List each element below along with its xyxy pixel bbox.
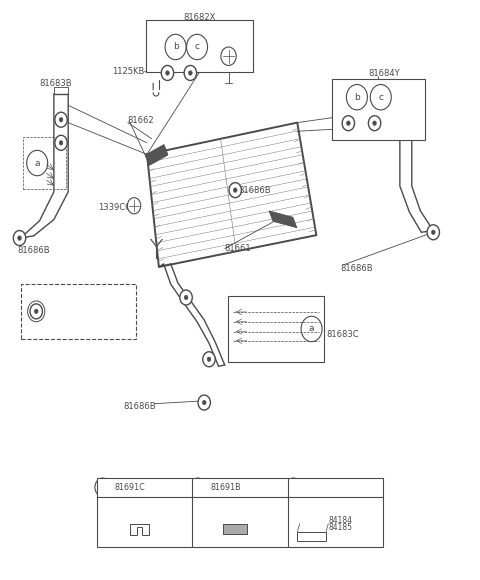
Text: 81682X: 81682X bbox=[183, 13, 216, 22]
Text: 81686B: 81686B bbox=[340, 264, 373, 273]
Text: 1076AM: 1076AM bbox=[49, 309, 80, 318]
Circle shape bbox=[166, 71, 169, 75]
Bar bbox=[297, 532, 326, 541]
Text: 81661: 81661 bbox=[225, 244, 252, 253]
Circle shape bbox=[55, 135, 67, 150]
Circle shape bbox=[55, 112, 67, 127]
Text: 81686B: 81686B bbox=[123, 402, 156, 411]
Bar bbox=[97, 477, 383, 547]
Bar bbox=[146, 20, 253, 72]
Circle shape bbox=[233, 188, 237, 193]
Circle shape bbox=[34, 309, 38, 314]
Circle shape bbox=[184, 66, 197, 81]
Text: b: b bbox=[173, 42, 179, 52]
Circle shape bbox=[59, 117, 63, 122]
Polygon shape bbox=[145, 144, 168, 165]
Text: 84142: 84142 bbox=[49, 317, 73, 326]
Text: 1125KB: 1125KB bbox=[112, 67, 144, 77]
Text: c: c bbox=[378, 93, 384, 101]
Text: c: c bbox=[194, 42, 200, 52]
Text: 81686B: 81686B bbox=[18, 246, 50, 255]
Bar bbox=[22, 284, 136, 339]
Circle shape bbox=[30, 304, 42, 319]
Polygon shape bbox=[269, 211, 297, 228]
Circle shape bbox=[207, 357, 211, 361]
Circle shape bbox=[372, 121, 376, 125]
Circle shape bbox=[161, 66, 174, 81]
Text: 81686B: 81686B bbox=[239, 186, 271, 195]
Circle shape bbox=[427, 225, 440, 240]
Text: a: a bbox=[309, 324, 314, 334]
Circle shape bbox=[203, 351, 215, 367]
Circle shape bbox=[127, 198, 141, 214]
Text: 84184: 84184 bbox=[328, 516, 352, 525]
Text: 81691B: 81691B bbox=[210, 483, 241, 492]
Circle shape bbox=[347, 121, 350, 125]
Circle shape bbox=[189, 71, 192, 75]
Text: (W/O SUN ROOF): (W/O SUN ROOF) bbox=[30, 290, 94, 299]
Text: 1339CC: 1339CC bbox=[98, 203, 131, 212]
Text: 84185: 84185 bbox=[328, 523, 352, 532]
Text: a: a bbox=[35, 158, 40, 168]
Bar bbox=[228, 296, 324, 362]
Circle shape bbox=[13, 230, 26, 245]
Circle shape bbox=[198, 395, 210, 410]
Circle shape bbox=[59, 140, 63, 145]
Bar bbox=[223, 524, 247, 534]
Circle shape bbox=[18, 235, 22, 240]
Text: 81683B: 81683B bbox=[39, 79, 72, 88]
Circle shape bbox=[368, 115, 381, 130]
Circle shape bbox=[342, 115, 355, 130]
Circle shape bbox=[202, 400, 206, 405]
Text: 81662: 81662 bbox=[128, 117, 155, 125]
Text: 81683C: 81683C bbox=[326, 330, 359, 339]
Text: b: b bbox=[195, 483, 201, 492]
Circle shape bbox=[180, 290, 192, 305]
Text: a: a bbox=[100, 483, 105, 492]
Circle shape bbox=[432, 230, 435, 234]
Bar bbox=[332, 79, 425, 140]
Bar bbox=[23, 137, 66, 189]
Circle shape bbox=[184, 295, 188, 300]
Text: 81684Y: 81684Y bbox=[369, 69, 400, 78]
Text: 81691C: 81691C bbox=[115, 483, 146, 492]
Circle shape bbox=[229, 183, 241, 198]
Text: c: c bbox=[291, 483, 296, 492]
Circle shape bbox=[221, 47, 236, 66]
Text: b: b bbox=[354, 93, 360, 101]
